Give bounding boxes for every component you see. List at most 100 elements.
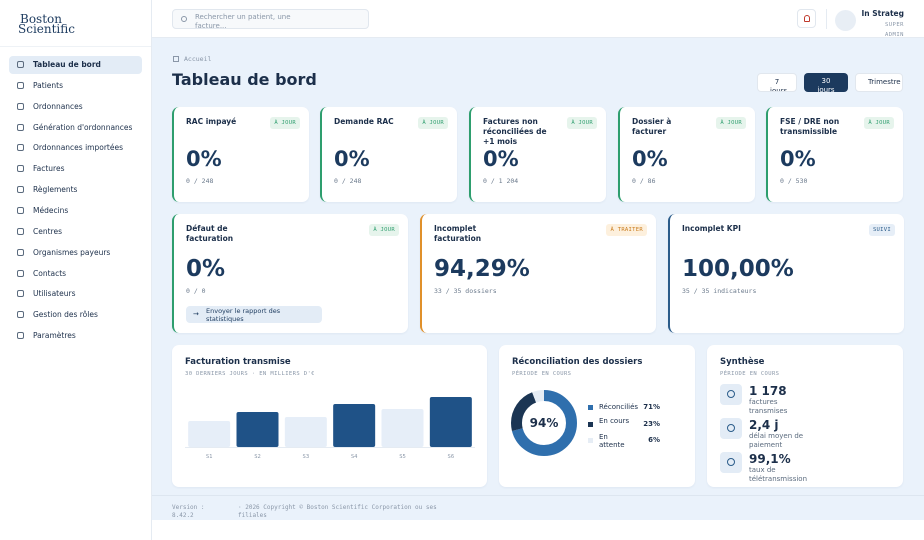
synthesis-card: Synthèse PÉRIODE EN COURS 1 178 factures tr… (707, 345, 903, 487)
kpi-card: Incomplet KPI SUIVI 100,00% 35 / 35 indicat… (668, 214, 904, 333)
bar (236, 412, 279, 447)
menu-item[interactable]: Paramètres (9, 327, 142, 345)
kpi-card: Demande RAC À JOUR 0% 0 / 248 (320, 107, 457, 202)
period-label: 7 jours (770, 78, 788, 92)
menu-label: Utilisateurs (33, 289, 76, 299)
menu-item[interactable]: Gestion des rôles (9, 306, 142, 324)
menu-icon (17, 248, 24, 256)
menu-item[interactable]: Ordonnances importées (9, 139, 142, 157)
legend-label: En cours (599, 416, 630, 425)
icon-glyph (727, 424, 735, 432)
menu-item[interactable]: Tableau de bord (9, 56, 142, 74)
synthesis-label: taux de télétransmission (749, 466, 808, 483)
synthesis-title: Synthèse (720, 357, 765, 367)
menu-icon (17, 206, 24, 214)
donut-segment (511, 390, 577, 456)
chart-title: Réconciliation des dossiers (512, 357, 643, 367)
legend-label: Réconciliés (599, 403, 639, 411)
menu-item[interactable]: Génération d'ordonnances (9, 119, 142, 137)
menu-icon (17, 311, 24, 319)
legend-label: En attente (599, 433, 625, 449)
menu-icon (17, 61, 24, 68)
synthesis-value: 2,4 j (749, 418, 779, 432)
menu-label: Médecins (33, 205, 69, 215)
kpi-badge: À JOUR (567, 117, 597, 129)
footer-copyright: · 2026 Copyright © Boston Scientific Cor… (238, 504, 437, 519)
kpi-card: Dossier à facturer À JOUR 0% 0 / 86 (618, 107, 755, 202)
menu-icon (17, 332, 24, 340)
menu-icon (17, 165, 24, 173)
menu-item[interactable]: Patients (9, 77, 142, 95)
period-button[interactable]: 7 jours (757, 73, 797, 92)
synthesis-label: factures transmises (749, 398, 788, 415)
synthesis-icon (720, 418, 742, 439)
kpi-label: Incomplet facturation (434, 224, 482, 243)
menu-label: Centres (33, 226, 62, 236)
kpi-value: 0% (186, 256, 226, 282)
notification-button[interactable] (797, 9, 816, 28)
legend-value: 71% (643, 403, 660, 411)
kpi-detail: 0 / 248 (334, 177, 362, 185)
kpi-label: RAC impayé (186, 117, 237, 126)
chart-subtitle: 30 DERNIERS JOURS · EN MILLIERS D'€ (185, 371, 315, 377)
synthesis-label: délai moyen de paiement (749, 432, 804, 449)
menu-item[interactable]: Organismes payeurs (9, 244, 142, 262)
action-icon: → (193, 310, 199, 318)
bell-icon (804, 15, 810, 22)
kpi-value: 0% (780, 147, 816, 171)
menu-label: Paramètres (33, 331, 76, 341)
icon-glyph (727, 390, 735, 398)
action-button[interactable]: → Envoyer le rapport des statistiques (186, 306, 322, 323)
menu-item[interactable]: Contacts (9, 265, 142, 283)
period-button[interactable]: 30 jours (804, 73, 848, 92)
menu-item[interactable]: Ordonnances (9, 98, 142, 116)
breadcrumb: Accueil (184, 55, 212, 63)
kpi-badge: À TRAITER (606, 224, 647, 236)
legend-value: 6% (648, 436, 660, 444)
menu-label: Ordonnances importées (33, 143, 123, 153)
menu-item[interactable]: Utilisateurs (9, 285, 142, 303)
chart-subtitle: PÉRIODE EN COURS (512, 371, 572, 377)
menu-label: Factures (33, 164, 65, 174)
menu-icon (17, 186, 24, 194)
legend-swatch (588, 438, 593, 443)
kpi-detail: 33 / 35 dossiers (434, 287, 497, 295)
search-box[interactable]: Rechercher un patient, une facture... (172, 9, 369, 30)
kpi-card: FSE / DRE non transmissible À JOUR 0% 0 / 5… (766, 107, 903, 202)
kpi-badge: À JOUR (369, 224, 399, 236)
user-role: SUPER ADMIN (884, 22, 904, 38)
synthesis-icon (720, 452, 742, 473)
donut-segment (511, 390, 577, 456)
menu-item[interactable]: Centres (9, 223, 142, 241)
user-name: In Strateg (861, 9, 904, 18)
kpi-value: 0% (186, 147, 222, 171)
kpi-label: Factures non réconciliées de +1 mois (483, 117, 547, 146)
kpi-label: Incomplet KPI (682, 224, 741, 233)
kpi-card: Défaut de facturation À JOUR 0% 0 / 0 → Envoy… (172, 214, 408, 333)
footer-version: Version : 8.42.2 (172, 504, 205, 519)
x-tick-label: S2 (254, 454, 261, 460)
kpi-detail: 35 / 35 indicateurs (682, 287, 757, 295)
legend-swatch (588, 421, 593, 427)
chart-card: Réconciliation des dossiers PÉRIODE EN CO… (499, 345, 695, 487)
kpi-card: Incomplet facturation À TRAITER 94,29% 33 /… (420, 214, 656, 333)
x-tick-label: S4 (351, 454, 358, 460)
divider (826, 9, 827, 29)
synthesis-value: 99,1% (749, 452, 791, 466)
synthesis-value: 1 178 (749, 384, 787, 398)
bar (188, 421, 231, 447)
avatar[interactable] (835, 10, 856, 31)
kpi-label: Demande RAC (334, 117, 394, 126)
menu-item[interactable]: Règlements (9, 181, 142, 199)
menu-item[interactable]: Factures (9, 160, 142, 178)
chart-title: Facturation transmise (185, 357, 291, 367)
legend-swatch (588, 405, 593, 410)
footer (152, 495, 924, 520)
bar (333, 404, 376, 447)
period-button[interactable]: Trimestre (855, 73, 903, 92)
menu-item[interactable]: Médecins (9, 202, 142, 220)
menu-label: Ordonnances (33, 101, 83, 111)
menu-label: Génération d'ordonnances (33, 122, 133, 132)
kpi-badge: À JOUR (864, 117, 894, 129)
